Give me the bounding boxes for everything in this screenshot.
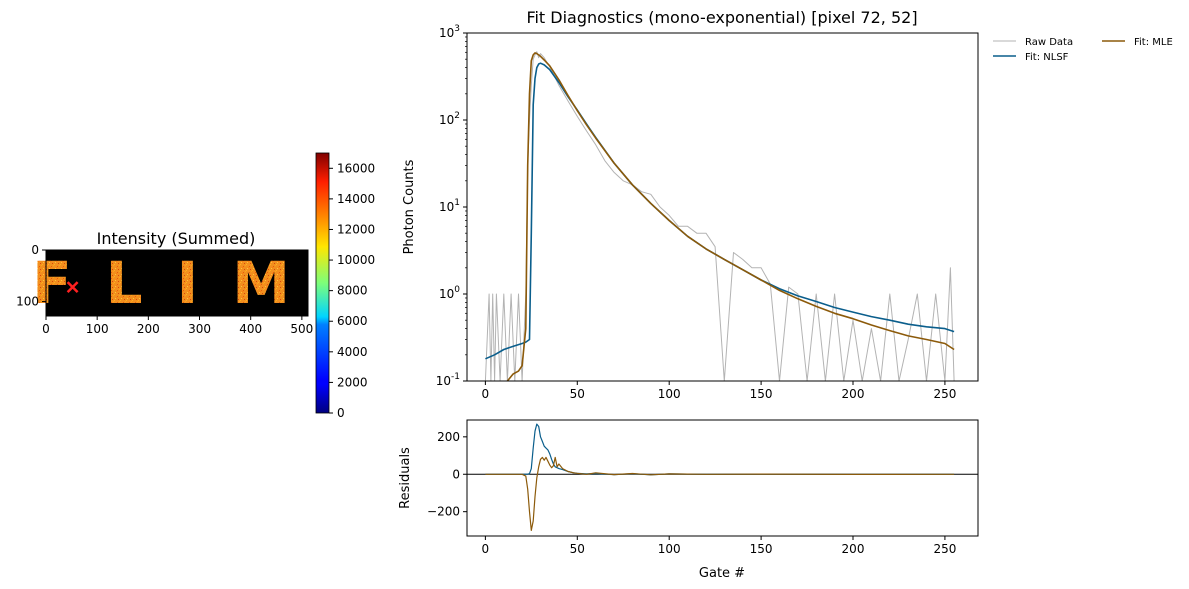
decay-y-tick-label: 102 bbox=[439, 111, 460, 127]
colorbar-tick-label: 14000 bbox=[337, 192, 375, 206]
colorbar: 0 2000 4000 6000 8000 10000 12000 14000 16000 bbox=[315, 152, 375, 420]
legend-label: Raw Data bbox=[1025, 37, 1073, 48]
raw-data-line bbox=[484, 51, 955, 381]
legend-label: Fit: MLE bbox=[1134, 37, 1173, 48]
decay-y-tick-label: 101 bbox=[439, 198, 460, 214]
mle-fit-line bbox=[506, 52, 955, 381]
intensity-y-tick-label: 0 bbox=[31, 243, 39, 257]
decay-x-tick-label: 250 bbox=[933, 387, 956, 401]
pixel-marker bbox=[66, 281, 79, 294]
residuals-x-tick-label: 100 bbox=[658, 542, 681, 556]
residuals-x-tick-label: 150 bbox=[750, 542, 773, 556]
intensity-image bbox=[46, 250, 308, 316]
decay-panel: Fit Diagnostics (mono-exponential) [pixe… bbox=[402, 8, 979, 401]
decay-x-tick-label: 100 bbox=[658, 387, 681, 401]
intensity-x-tick-label: 200 bbox=[137, 322, 160, 336]
decay-y-tick-label: 10-1 bbox=[436, 372, 460, 388]
residuals-panel: 0 50 100 150 200 250 −200 0 200 Residuals Gate … bbox=[398, 419, 979, 581]
intensity-x-tick-label: 0 bbox=[42, 322, 50, 336]
residual-series bbox=[467, 423, 978, 532]
residuals-y-tick-label: 0 bbox=[452, 467, 460, 481]
residuals-y-ticks: −200 0 200 bbox=[427, 430, 467, 519]
intensity-axes-frame bbox=[45, 249, 309, 317]
intensity-y-ticks: 0 100 bbox=[16, 243, 46, 309]
decay-x-ticks: 0 50 100 150 200 250 bbox=[482, 381, 956, 401]
colorbar-tick-label: 0 bbox=[337, 406, 345, 420]
decay-series bbox=[484, 51, 955, 381]
intensity-x-tick-label: 300 bbox=[188, 322, 211, 336]
intensity-y-tick-label: 100 bbox=[16, 295, 39, 309]
decay-y-tick-label: 103 bbox=[439, 24, 460, 40]
pixel-marker-stroke-b bbox=[66, 281, 79, 294]
legend: Raw Data Fit: NLSF Fit: MLE bbox=[993, 37, 1173, 63]
residuals-x-tick-label: 0 bbox=[482, 542, 490, 556]
residuals-x-tick-label: 200 bbox=[842, 542, 865, 556]
residuals-y-tick-label: 200 bbox=[437, 430, 460, 444]
residuals-axes-frame bbox=[466, 419, 979, 537]
intensity-x-tick-label: 100 bbox=[86, 322, 109, 336]
colorbar-tick-label: 6000 bbox=[337, 314, 368, 328]
colorbar-tick-label: 2000 bbox=[337, 375, 368, 389]
intensity-x-ticks: 0 100 200 300 400 500 bbox=[42, 316, 313, 336]
residuals-y-tick-label: −200 bbox=[427, 505, 460, 519]
decay-x-tick-label: 50 bbox=[570, 387, 585, 401]
decay-x-tick-label: 0 bbox=[482, 387, 490, 401]
decay-title: Fit Diagnostics (mono-exponential) [pixe… bbox=[526, 8, 917, 27]
decay-ylabel: Photon Counts bbox=[402, 159, 417, 254]
intensity-title: Intensity (Summed) bbox=[97, 229, 256, 248]
decay-y-ticks: 10-1 100 101 102 103 bbox=[436, 24, 467, 388]
residuals-ylabel: Residuals bbox=[398, 447, 413, 509]
colorbar-tick-label: 4000 bbox=[337, 345, 368, 359]
colorbar-ticks: 0 2000 4000 6000 8000 10000 12000 14000 16000 bbox=[329, 161, 375, 420]
residuals-xlabel: Gate # bbox=[699, 566, 745, 581]
colorbar-tick-label: 10000 bbox=[337, 253, 375, 267]
decay-x-tick-label: 150 bbox=[750, 387, 773, 401]
decay-x-tick-label: 200 bbox=[842, 387, 865, 401]
colorbar-tick-label: 16000 bbox=[337, 161, 375, 175]
mle-residual-line bbox=[485, 456, 955, 532]
residuals-axes-bg bbox=[467, 420, 978, 536]
colorbar-tick-label: 8000 bbox=[337, 284, 368, 298]
decay-axes-bg bbox=[467, 33, 978, 381]
decay-y-tick-label: 100 bbox=[439, 285, 460, 301]
residuals-x-tick-label: 50 bbox=[570, 542, 585, 556]
legend-label: Fit: NLSF bbox=[1025, 52, 1069, 63]
colorbar-tick-label: 12000 bbox=[337, 222, 375, 236]
residuals-x-tick-label: 250 bbox=[933, 542, 956, 556]
colorbar-gradient bbox=[315, 152, 330, 414]
residuals-x-ticks: 0 50 100 150 200 250 bbox=[482, 536, 956, 556]
intensity-x-tick-label: 400 bbox=[239, 322, 262, 336]
intensity-panel: Intensity (Summed) FLIM 0 100 200 300 400 500… bbox=[16, 229, 313, 336]
intensity-x-tick-label: 500 bbox=[290, 322, 313, 336]
